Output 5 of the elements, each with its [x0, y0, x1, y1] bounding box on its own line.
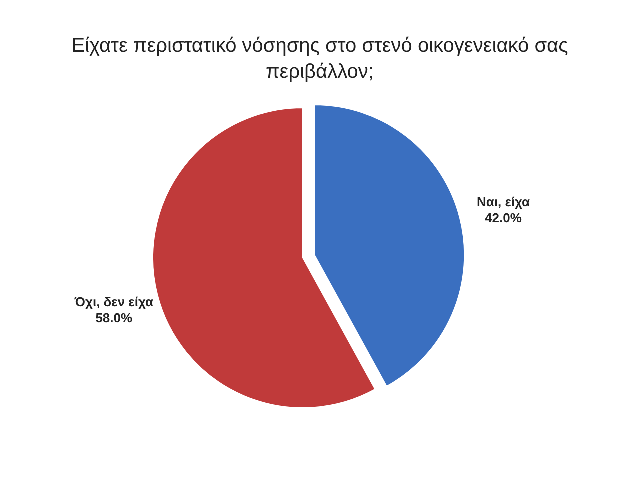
chart-title: Είχατε περιστατικό νόσησης στο στενό οικογενειακό σας περιβάλλον; [72, 35, 569, 83]
slice-label: Ναι, είχα [476, 194, 530, 210]
data-label: 42.0% [485, 210, 522, 226]
data-label: 58.0% [96, 310, 133, 326]
slice-label: Όχι, δεν είχα [74, 294, 154, 310]
